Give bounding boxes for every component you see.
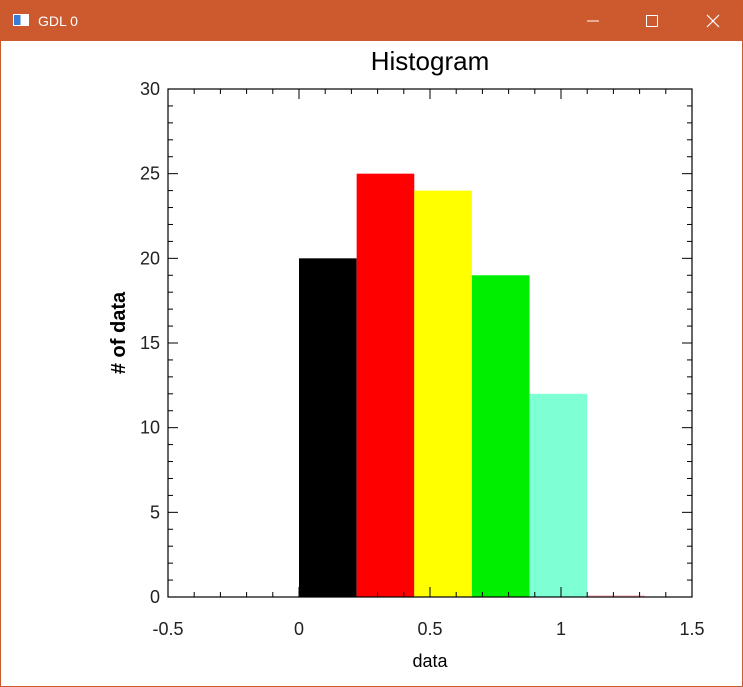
y-tick-label: 5 xyxy=(150,502,160,522)
histogram-bar xyxy=(299,258,357,597)
y-tick-label: 10 xyxy=(140,418,160,438)
y-tick-label: 30 xyxy=(140,79,160,99)
minimize-icon xyxy=(587,20,599,22)
x-axis-label: data xyxy=(412,651,448,671)
bars-layer xyxy=(299,173,645,597)
y-tick-label: 20 xyxy=(140,248,160,268)
x-tick-label: 0 xyxy=(294,619,304,639)
y-tick-label: 0 xyxy=(150,587,160,607)
y-axis-label: # of data xyxy=(108,291,130,374)
maximize-icon xyxy=(646,15,658,27)
close-icon xyxy=(706,14,720,28)
window-title: GDL 0 xyxy=(38,13,78,29)
x-tick-label: 1 xyxy=(556,619,566,639)
histogram-bar xyxy=(471,275,530,597)
histogram-bar xyxy=(414,190,472,597)
histogram-bar xyxy=(356,173,415,597)
x-tick-label: 1.5 xyxy=(679,619,704,639)
histogram-bar xyxy=(529,393,588,597)
x-tick-label: -0.5 xyxy=(152,619,183,639)
close-button[interactable] xyxy=(684,1,742,41)
x-tick-label: 0.5 xyxy=(417,619,442,639)
maximize-button[interactable] xyxy=(623,1,681,41)
title-bar[interactable]: GDL 0 xyxy=(1,1,742,41)
plot-frame xyxy=(167,88,693,598)
chart-title: Histogram xyxy=(371,46,489,76)
y-tick-label: 15 xyxy=(140,333,160,353)
plot-area: Histogram -0.5 0 0.5 1 1.5 0 5 10 15 20 25 30 data … xyxy=(1,41,742,686)
y-tick-label: 25 xyxy=(140,164,160,184)
gdl-window-icon xyxy=(13,14,29,26)
tick-labels-layer: -0.5 0 0.5 1 1.5 0 5 10 15 20 25 30 xyxy=(140,79,705,639)
minimize-button[interactable] xyxy=(564,1,622,41)
